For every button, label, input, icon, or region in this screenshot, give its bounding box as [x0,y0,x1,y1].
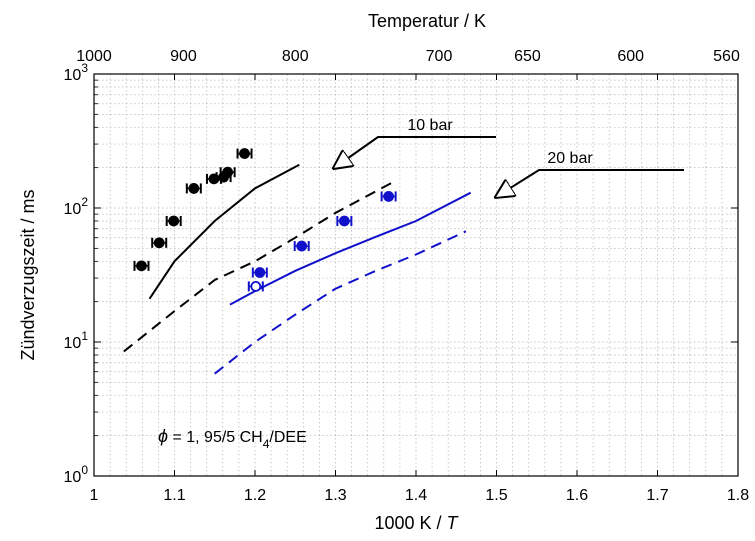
x-tick-label: 1.5 [485,487,507,504]
top-axis-ticks: 1000 900 800 700 650 600 560 [76,48,740,65]
annotation-20-bar: 20 bar [547,150,593,167]
y-tick-label: 101 [64,329,89,352]
data-point-filled [384,192,393,201]
x-tick-label: 1.2 [244,487,266,504]
y-axis-title: Zündverzugszeit / ms [18,189,38,360]
data-point-filled [155,238,164,247]
annotation-20-bar-leader [496,170,684,197]
x-tick-label: 1.4 [405,487,427,504]
top-tick-label: 900 [170,48,197,65]
top-tick-label: 600 [617,48,644,65]
series-line-dashed [215,231,466,373]
series-line-solid [150,165,300,299]
data-point-filled [169,216,178,225]
x-tick-label: 1.1 [163,487,185,504]
data-point-filled [255,268,264,277]
data-point-open [251,282,260,291]
top-tick-label: 800 [282,48,309,65]
top-tick-label: 700 [426,48,453,65]
data-point-filled [189,184,198,193]
top-axis-title: Temperatur / K [368,11,486,31]
annotation-10-bar-leader [334,137,496,168]
annotation-10-bar: 10 bar [407,117,453,134]
x-tick-label: 1.8 [727,487,749,504]
grid [94,74,738,476]
data-point-filled [340,216,349,225]
x-tick-label: 1.3 [324,487,346,504]
top-tick-label: 650 [514,48,541,65]
top-tick-label: 560 [713,48,740,65]
data-point-filled [223,168,232,177]
condition-label: ϕ = 1, 95/5 CH4/DEE [158,426,307,451]
series-lines [124,165,471,374]
x-tick-label: 1 [90,487,99,504]
x-tick-label: 1.7 [646,487,668,504]
data-point-filled [240,149,249,158]
x-axis-title: 1000 K / T [374,513,459,533]
data-point-filled [297,242,306,251]
data-point-filled [137,261,146,270]
y-tick-label: 102 [64,195,89,218]
series-markers [134,149,395,292]
x-tick-label: 1.6 [566,487,588,504]
y-tick-label: 100 [64,463,89,486]
series-line-dashed [124,181,396,352]
